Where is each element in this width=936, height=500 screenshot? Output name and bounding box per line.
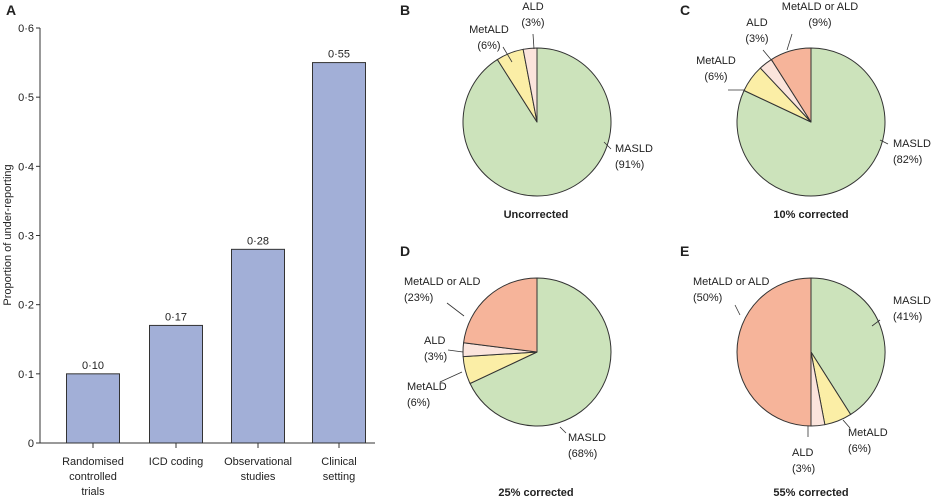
slice-label-masld: MASLD (82%) — [893, 138, 931, 166]
pie-caption-d: 25% corrected — [498, 487, 573, 499]
leader-line — [439, 371, 463, 383]
bar-chart-plot: 0 0·1 0·2 0·3 0·4 0·5 0·6 0·10 Randomised control… — [18, 23, 375, 498]
panel-letter-e: E — [680, 243, 689, 259]
slice-label-masld: MASLD (91%) — [615, 143, 653, 171]
pie-chart-panel-c: C 10% corrected MASLD (82%) MetALD (6%) ALD(… — [680, 1, 931, 221]
leader-line — [786, 33, 793, 51]
slice-label-masld: MASLD (68%) — [568, 432, 606, 460]
leader-line — [734, 304, 741, 316]
x-category-label: Observational studies — [224, 456, 292, 483]
pie-caption-e: 55% corrected — [773, 487, 848, 499]
bar-value-label: 0·55 — [328, 49, 350, 61]
pie-slice-metald-or-ald — [463, 277, 538, 353]
slice-label-ald: ALD (3%) — [745, 17, 768, 45]
y-tick-label: 0·1 — [18, 369, 34, 381]
leader-line — [842, 419, 851, 429]
slice-label-metald-or-ald: MetALD or ALD (23%) — [404, 276, 480, 304]
pie-chart-panel-e: E 55% corrected MASLD (41%) MetALD (6%) ALD(… — [680, 243, 931, 499]
slice-label-metald: MetALD (6%) — [469, 24, 509, 52]
panel-letter-d: D — [400, 243, 410, 259]
bar-value-label: 0·17 — [165, 311, 187, 323]
slice-label-metald-or-ald: MetALD or ALD (9%) — [782, 1, 858, 29]
y-axis-label: Proportion of under-reporting — [2, 164, 14, 305]
bar-value-label: 0·28 — [247, 235, 269, 247]
panel-letter-c: C — [680, 2, 690, 18]
slice-label-ald: ALD (3%) — [792, 447, 815, 475]
y-tick-label: 0·5 — [18, 92, 34, 104]
bar-value-label: 0·10 — [82, 360, 104, 372]
leader-line — [502, 46, 513, 63]
pie-caption-c: 10% corrected — [773, 209, 848, 221]
leader-line — [559, 426, 567, 434]
leader-line — [879, 139, 889, 145]
pie-chart-panel-b: B Uncorrected MASLD (91%) MetALD (6%) ALD (3%… — [400, 1, 653, 221]
leader-line — [446, 302, 465, 317]
y-tick-label: 0·2 — [18, 300, 34, 312]
slice-label-ald: ALD (3%) — [521, 1, 544, 29]
x-category-label: Randomised controlled trials — [62, 456, 124, 498]
leader-line — [532, 33, 535, 50]
leader-line — [871, 319, 881, 327]
panel-letter-a: A — [6, 2, 16, 18]
slice-label-metald: MetALD (6%) — [696, 55, 736, 83]
leader-line — [447, 349, 464, 353]
slice-label-masld: MASLD (41%) — [893, 295, 931, 323]
bar — [66, 373, 120, 444]
pie-slice-masld — [469, 277, 612, 427]
bar — [149, 324, 203, 444]
bar — [231, 248, 285, 444]
slice-label-metald: MetALD (6%) — [848, 427, 888, 455]
y-tick-label: 0·3 — [18, 231, 34, 243]
panel-letter-b: B — [400, 2, 410, 18]
slice-label-metald-or-ald: MetALD or ALD (50%) — [693, 276, 769, 304]
y-tick-label: 0·6 — [18, 23, 34, 35]
leader-line — [603, 141, 612, 150]
slice-label-metald: MetALD (6%) — [407, 381, 447, 409]
x-category-label: ICD coding — [149, 456, 203, 468]
slice-label-ald: ALD (3%) — [424, 335, 447, 363]
bar-chart-panel-a: A Proportion of under-reporting 00·10·20… — [2, 2, 375, 498]
y-tick-label: 0 — [28, 438, 34, 450]
pie-slice-metald-or-ald — [736, 277, 812, 427]
x-category-label: Clinical setting — [321, 456, 356, 483]
leader-line — [762, 49, 774, 63]
pie-caption-b: Uncorrected — [504, 209, 569, 221]
bar — [312, 62, 366, 444]
y-tick-label: 0·4 — [18, 161, 34, 173]
pie-slice-ald — [522, 47, 538, 123]
pie-chart-panel-d: D 25% corrected MASLD (68%) MetALD (6%) ALD(… — [400, 243, 612, 499]
